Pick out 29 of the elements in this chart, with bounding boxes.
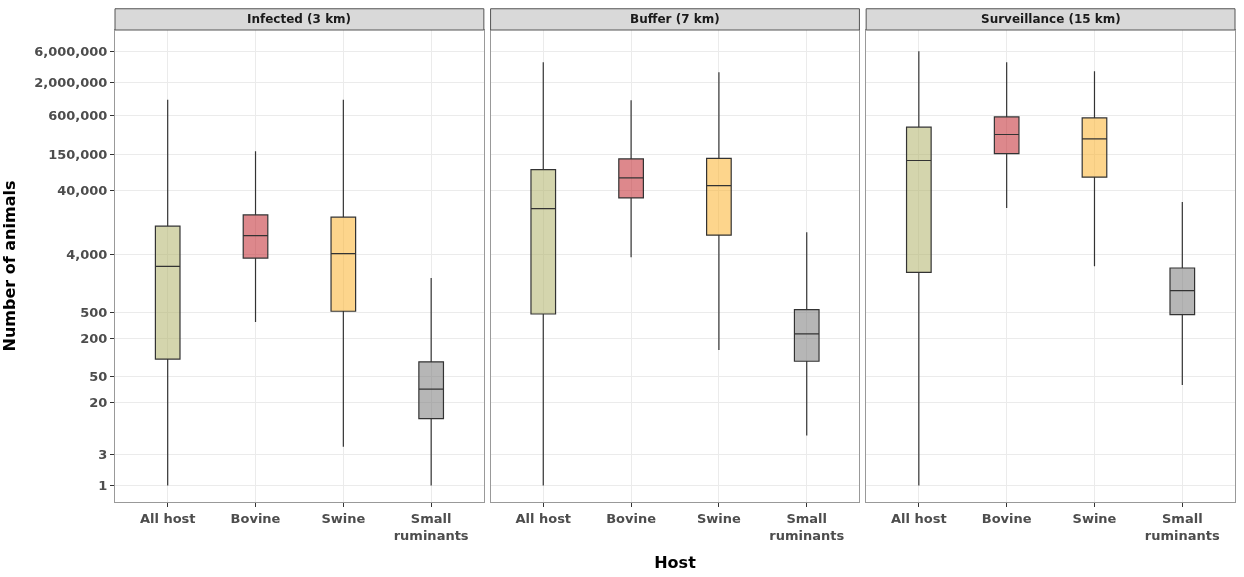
y-tick-label: 3 — [98, 447, 108, 463]
x-tick-label: Small ruminants — [769, 510, 845, 543]
chart-title: Surveillance (15 km) — [981, 12, 1121, 26]
y-tick-label: 50 — [89, 369, 108, 385]
y-tick-label: 500 — [80, 305, 108, 321]
chart-title: Infected (3 km) — [247, 12, 352, 26]
x-tick-label: Bovine — [230, 510, 281, 526]
chart-title: Buffer (7 km) — [630, 12, 720, 26]
y-tick-label: 200 — [80, 330, 108, 346]
y-axis-title: Number of animals — [0, 180, 19, 352]
y-tick-label: 20 — [89, 394, 108, 410]
x-tick-label: Small ruminants — [1144, 510, 1221, 543]
x-tick-label: Small ruminants — [393, 510, 469, 543]
x-tick-label: Swine — [321, 510, 366, 526]
x-tick-label: Swine — [696, 510, 742, 526]
y-tick-label: 4,000 — [66, 247, 108, 263]
x-tick-label: Swine — [1072, 510, 1117, 526]
y-tick-label: 2,000,000 — [34, 74, 108, 90]
x-tick-label: All host — [139, 510, 196, 526]
y-tick-label: 1 — [98, 477, 108, 493]
x-tick-label: All host — [515, 510, 572, 526]
x-tick-label: Bovine — [606, 510, 657, 526]
y-tick-label: 150,000 — [48, 146, 108, 162]
y-tick-label: 40,000 — [57, 183, 108, 199]
x-axis-title: Host — [654, 553, 697, 573]
y-tick-label: 600,000 — [48, 108, 108, 124]
x-tick-label: All host — [891, 510, 947, 526]
x-tick-label: Bovine — [981, 510, 1032, 526]
y-tick-label: 6,000,000 — [34, 44, 108, 60]
